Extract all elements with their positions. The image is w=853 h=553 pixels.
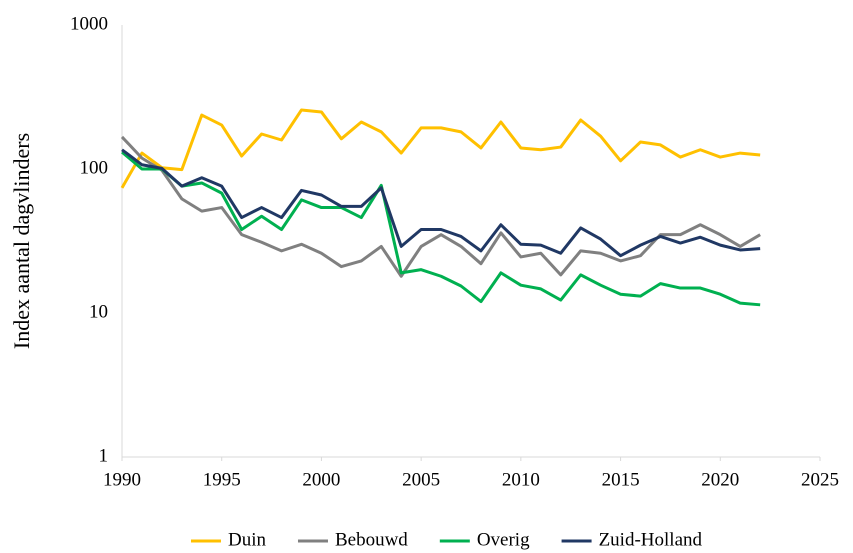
y-tick-label: 1: [99, 445, 109, 466]
x-tick-label: 2015: [602, 469, 640, 490]
legend-label: Zuid-Holland: [599, 529, 703, 550]
y-tick-label: 10: [89, 301, 108, 322]
x-tick-label: 2000: [302, 469, 340, 490]
legend-label: Bebouwd: [335, 529, 408, 550]
y-tick-label: 100: [80, 157, 109, 178]
legend-label: Overig: [477, 529, 530, 550]
y-axis-title: Index aantal dagvlinders: [9, 133, 34, 349]
y-tick-label: 1000: [70, 13, 108, 34]
x-tick-label: 2010: [502, 469, 540, 490]
series-line: [120, 108, 761, 189]
legend-label: Duin: [228, 529, 267, 550]
x-tick-label: 2020: [701, 469, 739, 490]
x-tick-label: 1990: [103, 469, 141, 490]
x-tick-label: 2025: [801, 469, 839, 490]
series-line: [121, 150, 761, 307]
x-tick-label: 2005: [402, 469, 440, 490]
series-line: [120, 135, 761, 278]
x-tick-label: 1995: [203, 469, 241, 490]
series-line: [121, 148, 761, 258]
